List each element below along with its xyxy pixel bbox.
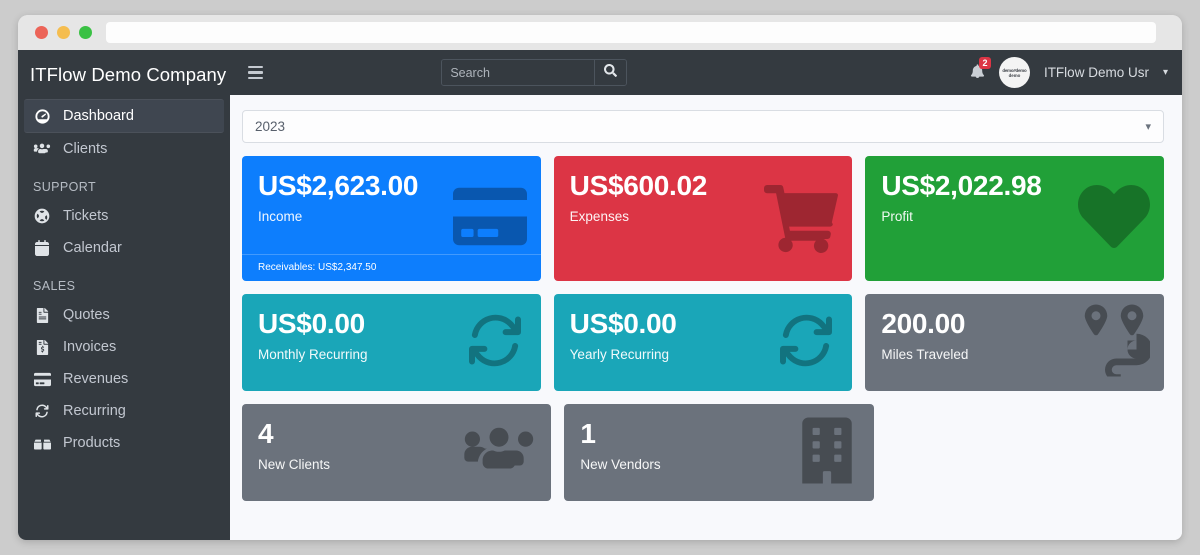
stat-card-income[interactable]: US$2,623.00 Income Receivables: US$2,347…: [242, 156, 541, 281]
gauge-icon: [32, 107, 52, 125]
sidebar-item-label: Calendar: [63, 240, 122, 256]
sidebar-item-products[interactable]: Products: [24, 427, 224, 459]
stat-card-value: 200.00: [881, 308, 966, 339]
lifering-icon: [32, 207, 52, 225]
users-icon: [32, 140, 52, 158]
stat-card-profit[interactable]: US$2,022.98 Profit: [865, 156, 1165, 281]
search-box: [441, 59, 628, 86]
stat-card-new-clients[interactable]: 4 New Clients: [242, 404, 552, 501]
year-filter-value: 2023: [255, 119, 286, 134]
brand-title: ITFlow Demo Company: [30, 64, 227, 85]
stat-card-label: Income: [258, 209, 303, 225]
stat-card-label: Profit: [881, 209, 913, 225]
notification-count-badge: 2: [978, 56, 991, 69]
stat-card-monthly-recurring[interactable]: US$0.00 Monthly Recurring: [242, 294, 541, 391]
sidebar: ITFlow Demo Company Dashboard: [18, 50, 230, 540]
topbar-right: 2 demo#demo demo ITFlow Demo Usr ▾: [970, 56, 1168, 88]
main-column: 2 demo#demo demo ITFlow Demo Usr ▾ 2023 …: [230, 50, 1182, 540]
stat-card-value: US$600.02: [569, 170, 708, 201]
notifications-button[interactable]: 2: [970, 56, 991, 83]
dashboard-content: 2023 ▾ US$2,623.00 Income: [230, 95, 1182, 540]
sidebar-item-label: Clients: [63, 141, 108, 157]
sidebar-item-label: Products: [63, 435, 121, 451]
stat-card-label: Yearly Recurring: [569, 347, 669, 363]
stat-card-new-vendors[interactable]: 1 New Vendors: [564, 404, 874, 501]
sidebar-item-quotes[interactable]: Quotes: [24, 299, 224, 331]
avatar-line-1: demo#demo: [1002, 67, 1027, 73]
stat-card-footer: Receivables: US$2,347.50: [242, 254, 541, 281]
sidebar-item-label: Revenues: [63, 371, 129, 387]
search-icon: [604, 63, 618, 82]
stat-card-value: US$2,623.00: [258, 170, 419, 201]
sidebar-item-tickets[interactable]: Tickets: [24, 200, 224, 232]
avatar[interactable]: demo#demo demo: [998, 57, 1030, 88]
minimize-window-button[interactable]: [57, 26, 70, 39]
stat-card-value: US$0.00: [569, 308, 677, 339]
chevron-down-icon[interactable]: ▾: [1162, 67, 1168, 78]
stat-card-label: Miles Traveled: [881, 347, 969, 363]
stat-card-grid: US$2,623.00 Income Receivables: US$2,347…: [242, 156, 1165, 501]
sidebar-section-heading-sales: SALES: [33, 279, 76, 293]
sidebar-item-clients[interactable]: Clients: [24, 133, 224, 165]
app-shell: ITFlow Demo Company Dashboard: [18, 50, 1182, 540]
hamburger-icon[interactable]: [246, 62, 265, 84]
browser-titlebar: [18, 15, 1182, 50]
search-input[interactable]: [442, 60, 595, 85]
stat-card-value: 1: [580, 418, 596, 449]
stat-card-expenses[interactable]: US$600.02 Expenses: [553, 156, 853, 281]
user-menu-label[interactable]: ITFlow Demo Usr: [1043, 65, 1149, 80]
sidebar-item-recurring[interactable]: Recurring: [24, 395, 224, 427]
sidebar-item-revenues[interactable]: Revenues: [24, 363, 224, 395]
stat-card-value: US$2,022.98: [881, 170, 1042, 201]
sidebar-item-label: Invoices: [63, 339, 117, 355]
avatar-line-2: demo: [1008, 72, 1021, 78]
box-icon: [32, 434, 52, 452]
search-button[interactable]: [594, 60, 627, 85]
stat-card-label: New Clients: [258, 457, 331, 473]
sidebar-item-dashboard[interactable]: Dashboard: [24, 99, 224, 133]
stat-card-label: New Vendors: [580, 457, 661, 473]
topbar: 2 demo#demo demo ITFlow Demo Usr ▾: [230, 50, 1182, 95]
sidebar-item-label: Recurring: [63, 403, 126, 419]
stat-card-value: 4: [258, 418, 274, 449]
chevron-down-icon: ▾: [1145, 121, 1151, 133]
sidebar-item-label: Dashboard: [63, 108, 134, 124]
stat-card-row: US$0.00 Monthly Recurring US$0.00 Yearly…: [242, 294, 1165, 391]
sidebar-item-invoices[interactable]: Invoices: [24, 331, 224, 363]
stat-card-yearly-recurring[interactable]: US$0.00 Yearly Recurring: [553, 294, 853, 391]
stat-card-label: Expenses: [569, 209, 629, 225]
stat-card-miles-traveled[interactable]: 200.00 Miles Traveled: [865, 294, 1165, 391]
stat-card-label: Monthly Recurring: [258, 347, 368, 363]
credit-card-icon: [32, 370, 52, 388]
sidebar-nav: Dashboard Clients SUPPORT: [18, 99, 230, 459]
stat-card-grid-spacer: [887, 404, 1164, 501]
sidebar-item-label: Tickets: [63, 208, 109, 224]
sidebar-section-heading-support: SUPPORT: [33, 180, 96, 194]
sidebar-item-label: Quotes: [63, 307, 110, 323]
address-bar[interactable]: [106, 22, 1156, 43]
sidebar-item-calendar[interactable]: Calendar: [24, 232, 224, 264]
window-controls: [35, 26, 92, 39]
stat-card-row: US$2,623.00 Income Receivables: US$2,347…: [242, 156, 1165, 281]
sync-icon: [32, 402, 52, 420]
year-filter-select[interactable]: 2023 ▾: [242, 110, 1164, 143]
stat-card-row: 4 New Clients 1 New Vendors: [242, 404, 1164, 501]
file-quote-icon: [32, 306, 52, 324]
calendar-icon: [32, 239, 52, 257]
file-invoice-icon: [32, 338, 52, 356]
maximize-window-button[interactable]: [79, 26, 92, 39]
stat-card-value: US$0.00: [258, 308, 365, 339]
browser-window: ITFlow Demo Company Dashboard: [18, 15, 1182, 540]
close-window-button[interactable]: [35, 26, 48, 39]
